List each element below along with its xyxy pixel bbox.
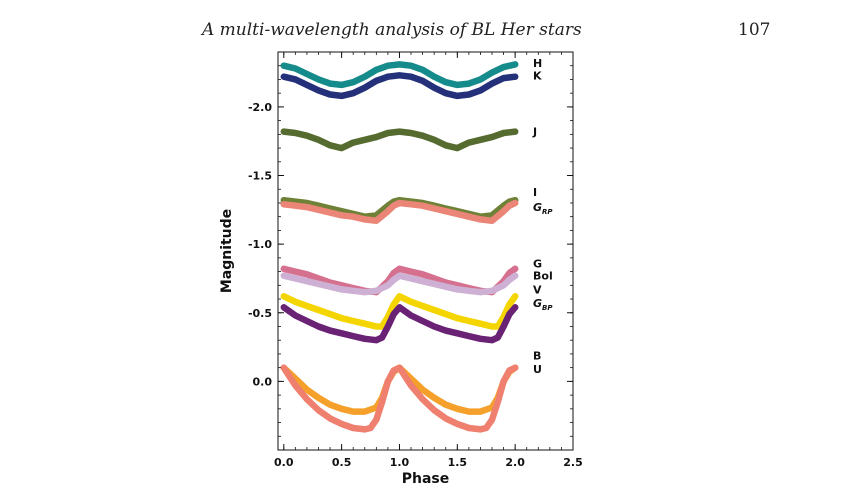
series-label-g: G: [533, 257, 542, 270]
x-axis-title: Phase: [402, 471, 450, 487]
series-label-v: V: [533, 283, 542, 296]
series-line-u: [280, 364, 519, 433]
x-tick-label: 2.0: [505, 456, 525, 469]
series-line-g-bp: [280, 304, 519, 344]
series-line-j: [280, 128, 519, 152]
ticks-layer: 0.0 0.5 1.0 1.5 2.0 2.5 -2.0 -1.5 -1.0 -0.5 0.0: [248, 51, 583, 469]
x-tick-label: 1.0: [390, 456, 410, 469]
series-label-k: K: [533, 69, 542, 82]
series-line-b: [280, 364, 519, 415]
y-tick-label: -0.5: [248, 307, 272, 320]
x-tick-label: 2.5: [563, 456, 583, 469]
series-line-h: [280, 61, 519, 89]
series-label-i: I: [533, 186, 537, 199]
series-label-h: H: [533, 57, 542, 70]
series-label-j: J: [532, 126, 537, 139]
y-tick-label: -1.0: [248, 238, 272, 251]
series-layer: [280, 61, 519, 433]
series-line-k: [280, 72, 519, 100]
series-line-v: [280, 293, 519, 330]
plot-frame: [277, 51, 574, 451]
series-line-g-rp: [280, 199, 519, 225]
series-line-g: [280, 265, 519, 296]
series-label-g-rp: GRP: [533, 201, 553, 216]
y-axis-title: Magnitude: [219, 209, 235, 293]
series-line-bol: [280, 272, 519, 296]
series-label-g-bp: GBP: [533, 297, 553, 312]
y-tick-label: -1.5: [248, 170, 272, 183]
page-number: 107: [738, 20, 771, 40]
y-tick-label: 0.0: [253, 375, 273, 388]
running-title: A multi-wavelength analysis of BL Her st…: [202, 20, 582, 40]
y-tick-label: -2.0: [248, 101, 272, 114]
x-tick-label: 0.0: [274, 456, 294, 469]
x-tick-label: 1.5: [448, 456, 468, 469]
x-tick-label: 0.5: [332, 456, 352, 469]
series-label-bol: Bol: [533, 270, 553, 283]
series-label-u: U: [533, 363, 542, 376]
series-label-b: B: [533, 349, 541, 362]
